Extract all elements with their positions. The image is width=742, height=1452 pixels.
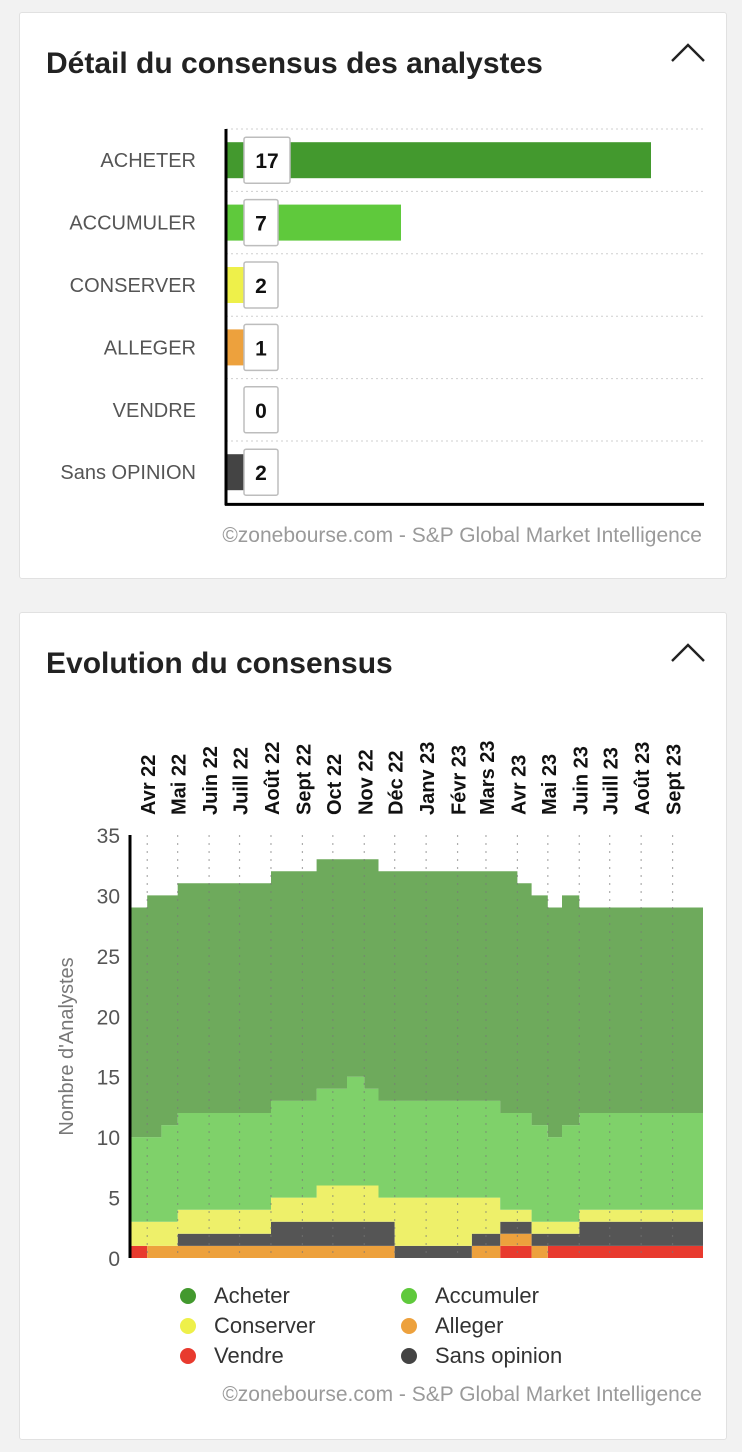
legend-label: Conserver <box>214 1313 316 1338</box>
consensus-evolution-card: Evolution du consensus Avr 22 Mai 22 Juin … <box>19 612 727 1440</box>
category-label: ACHETER <box>100 150 196 172</box>
y-tick-label: 20 <box>97 1006 120 1029</box>
series-area-acheter <box>130 859 703 1138</box>
legend-dot-icon <box>401 1318 417 1334</box>
x-tick-label: Juill 23 <box>601 747 623 815</box>
category-label: ALLEGER <box>104 337 196 359</box>
x-tick-label: Août 22 <box>262 742 284 815</box>
legend-item[interactable]: Accumuler <box>401 1283 539 1309</box>
card-title: Détail du consensus des analystes <box>46 47 543 80</box>
y-tick-label: 25 <box>97 946 120 969</box>
y-tick-label: 15 <box>97 1067 120 1090</box>
series-area-sans-opinion <box>130 1221 703 1258</box>
x-tick-label: Févr 23 <box>449 745 471 815</box>
consensus-evolution-area-chart: Avr 22 Mai 22 Juin 22 Juill 22 Août 22 Sept 2… <box>56 741 703 1271</box>
x-tick-label: Avr 23 <box>508 755 530 815</box>
category-label: Sans OPINION <box>60 462 196 484</box>
series-area-alleger <box>130 1233 703 1258</box>
legend-dot-icon <box>180 1318 196 1334</box>
bar <box>226 142 651 179</box>
collapse-chevron-up-icon[interactable] <box>670 641 706 665</box>
x-tick-label: Mars 23 <box>477 741 499 816</box>
value-box <box>243 323 279 372</box>
series-area-accumuler <box>130 1076 703 1222</box>
chart-credit: ©zonebourse.com - S&P Global Market Inte… <box>222 524 702 547</box>
analyst-consensus-detail-card: Détail du consensus des analystes ACHETE… <box>19 12 727 579</box>
legend-item[interactable]: Alleger <box>401 1313 503 1339</box>
consensus-bar-chart: ACHETER 17 ACCUMULER 7 CONSERVER 2 ALLEGER 1 VEN… <box>60 128 704 506</box>
y-tick-label: 10 <box>97 1127 120 1150</box>
legend-item[interactable]: Acheter <box>180 1283 290 1309</box>
y-tick-label: 5 <box>108 1188 120 1211</box>
legend-dot-icon <box>401 1348 417 1364</box>
x-tick-label: Avr 22 <box>138 755 160 815</box>
card-title: Evolution du consensus <box>46 647 393 680</box>
series-area-conserver <box>130 1185 703 1246</box>
value-box <box>243 198 279 247</box>
legend-label: Vendre <box>214 1343 284 1368</box>
legend-label: Acheter <box>214 1283 290 1308</box>
value-box <box>243 386 279 434</box>
value-label: 0 <box>255 400 267 423</box>
y-tick-label: 0 <box>108 1248 120 1271</box>
y-tick-label: 35 <box>97 825 120 848</box>
value-label: 1 <box>255 337 267 360</box>
legend-label: Accumuler <box>435 1283 539 1308</box>
value-box <box>243 261 279 309</box>
y-tick-label: 30 <box>97 885 120 908</box>
legend-label: Alleger <box>435 1313 504 1338</box>
x-tick-label: Juin 22 <box>200 746 222 815</box>
series-area-vendre <box>130 1245 703 1258</box>
value-box <box>243 448 279 496</box>
value-label: 17 <box>255 150 278 173</box>
value-box <box>243 136 291 184</box>
x-tick-label: Sept 22 <box>293 744 315 815</box>
x-tick-label: Mai 22 <box>169 754 191 815</box>
chart-credit: ©zonebourse.com - S&P Global Market Inte… <box>222 1383 702 1406</box>
x-tick-label: Déc 22 <box>386 751 408 816</box>
x-tick-label: Juin 23 <box>570 746 592 815</box>
value-label: 7 <box>255 213 267 236</box>
value-label: 2 <box>255 275 267 298</box>
x-tick-label: Sept 23 <box>664 744 686 815</box>
legend-item[interactable]: Sans opinion <box>401 1343 562 1369</box>
y-axis-title: Nombre d'Analystes <box>56 957 78 1135</box>
x-tick-label: Mai 23 <box>539 754 561 815</box>
x-tick-label: Janv 23 <box>417 742 439 815</box>
legend-dot-icon <box>180 1348 196 1364</box>
category-label: ACCUMULER <box>69 213 196 235</box>
category-label: CONSERVER <box>70 275 196 297</box>
collapse-chevron-up-icon[interactable] <box>670 41 706 65</box>
legend-item[interactable]: Conserver <box>180 1313 315 1339</box>
legend-dot-icon <box>180 1288 196 1304</box>
value-label: 2 <box>255 462 267 485</box>
category-label: VENDRE <box>113 400 196 422</box>
x-tick-label: Juill 22 <box>231 747 253 815</box>
x-tick-label: Oct 22 <box>324 754 346 815</box>
legend-item[interactable]: Vendre <box>180 1343 284 1369</box>
x-tick-label: Août 23 <box>632 742 654 815</box>
x-tick-label: Nov 22 <box>355 749 377 815</box>
legend-label: Sans opinion <box>435 1343 563 1368</box>
legend-dot-icon <box>401 1288 417 1304</box>
